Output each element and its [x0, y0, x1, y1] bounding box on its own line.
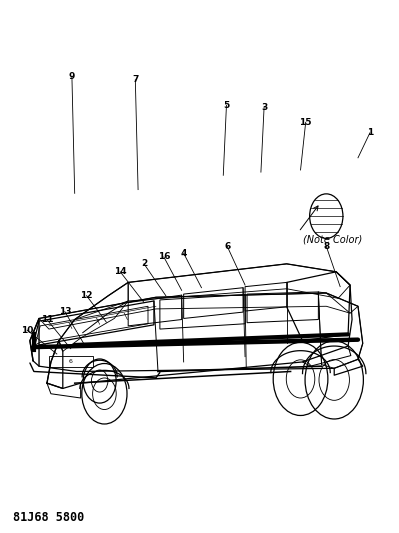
Text: 3: 3 — [261, 103, 267, 112]
Text: 11: 11 — [41, 315, 53, 324]
Text: 6: 6 — [224, 242, 230, 251]
Text: 5: 5 — [223, 101, 229, 110]
Text: 16: 16 — [158, 253, 170, 262]
Text: (Note Color): (Note Color) — [302, 234, 362, 244]
Text: 1: 1 — [367, 128, 373, 138]
Text: 81J68 5800: 81J68 5800 — [13, 512, 85, 524]
Text: 12: 12 — [80, 291, 93, 300]
Text: 15: 15 — [299, 118, 312, 127]
Text: 10: 10 — [21, 326, 34, 335]
Text: 6: 6 — [69, 359, 73, 365]
Text: 2: 2 — [141, 260, 147, 268]
Bar — [49, 356, 93, 367]
Text: 13: 13 — [59, 307, 71, 316]
Text: 14: 14 — [114, 268, 126, 276]
Text: 8: 8 — [323, 242, 330, 251]
Text: 9: 9 — [69, 72, 75, 81]
Text: 4: 4 — [180, 249, 187, 258]
Text: 7: 7 — [132, 75, 138, 84]
